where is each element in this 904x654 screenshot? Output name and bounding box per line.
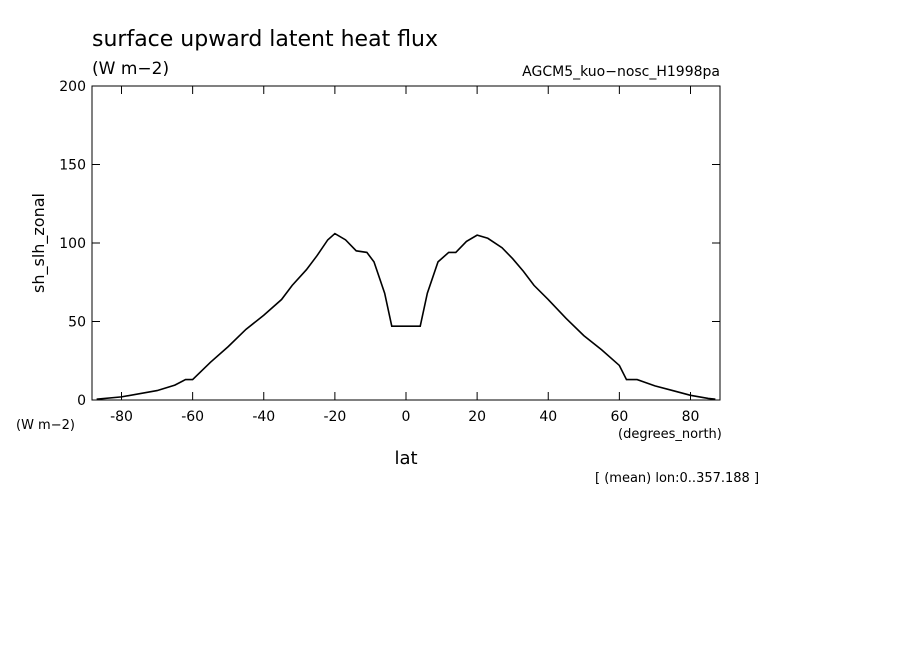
x-tick-label: -60 xyxy=(181,409,204,425)
run-label: AGCM5_kuo−nosc_H1998pa xyxy=(522,64,720,80)
x-tick-label: 60 xyxy=(610,409,628,425)
x-tick-label: 40 xyxy=(539,409,557,425)
y-tick-label: 150 xyxy=(59,158,86,174)
data-line xyxy=(96,232,716,401)
y-units: (W m−2) xyxy=(16,418,75,433)
y-tick-label: 0 xyxy=(77,393,86,409)
y-tick-label: 200 xyxy=(59,79,86,95)
x-tick-label: 20 xyxy=(468,409,486,425)
y-tick-label: 100 xyxy=(59,236,86,252)
x-tick-label: 80 xyxy=(682,409,700,425)
x-axis-label: lat xyxy=(394,448,417,469)
x-units: (degrees_north) xyxy=(618,427,722,442)
plot-frame xyxy=(91,85,721,401)
chart-title: surface upward latent heat flux xyxy=(92,27,438,52)
y-tick-label: 50 xyxy=(68,315,86,331)
x-tick-label: -20 xyxy=(323,409,346,425)
x-tick-label: 0 xyxy=(402,409,411,425)
x-tick-label: -40 xyxy=(252,409,275,425)
y-axis-label: sh_slh_zonal xyxy=(29,193,49,293)
footnote: [ (mean) lon:0..357.188 ] xyxy=(595,471,759,486)
x-tick-label: -80 xyxy=(110,409,133,425)
units: (W m−2) xyxy=(92,59,169,79)
